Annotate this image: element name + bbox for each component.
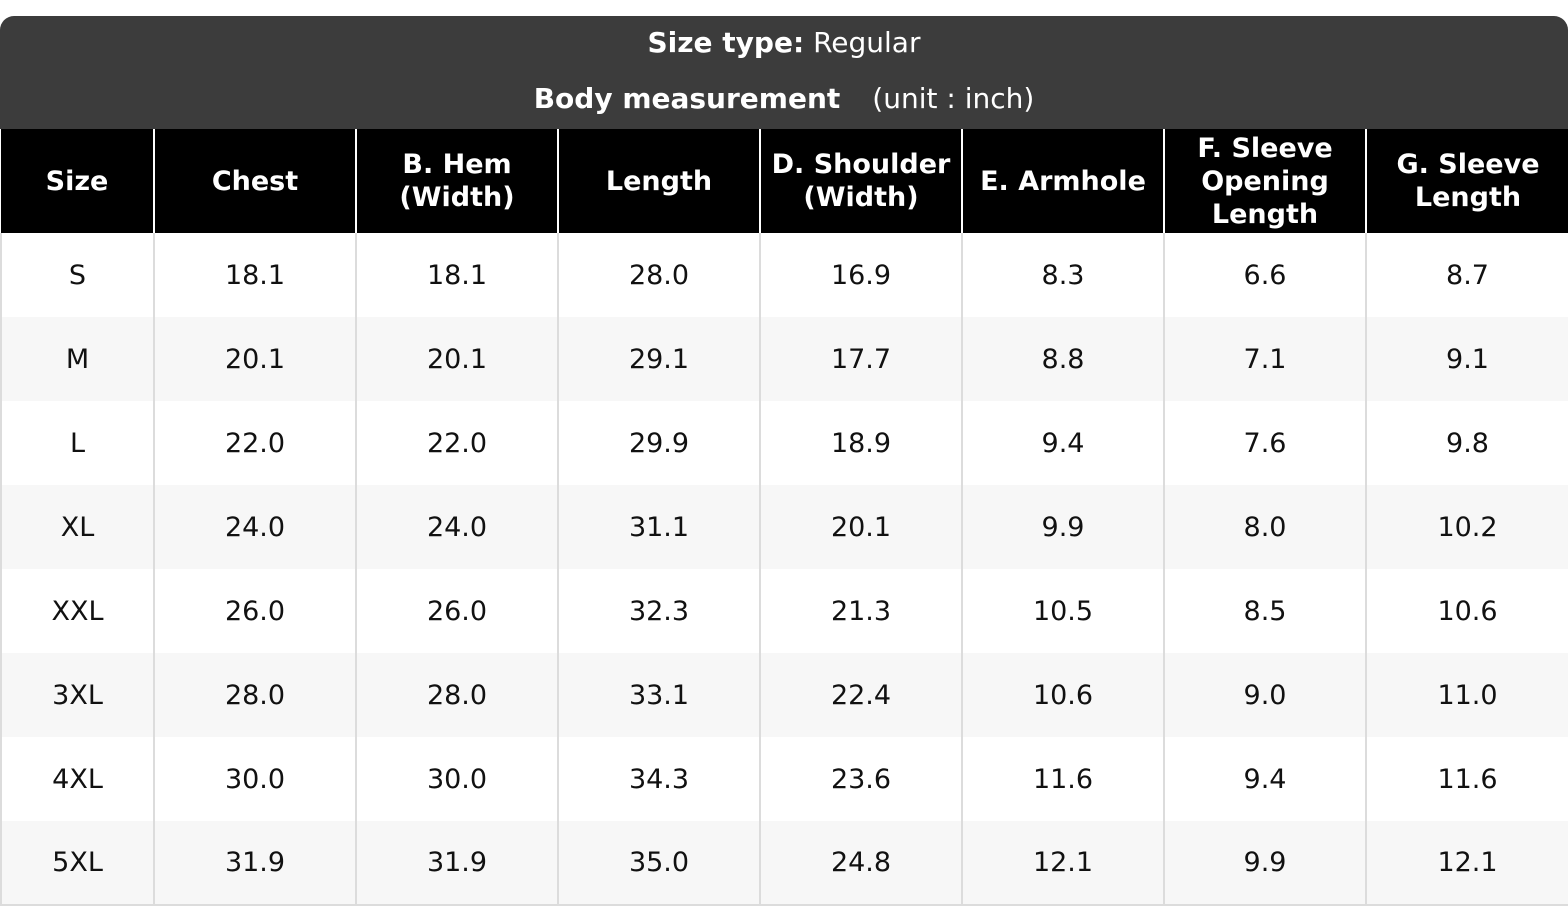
measurement-cell: 10.5 (961, 569, 1164, 653)
measurement-cell: 35.0 (557, 821, 760, 906)
size-type-line: Size type: Regular (0, 26, 1568, 60)
measurement-cell: 28.0 (355, 653, 558, 737)
measurement-cell: 11.6 (961, 737, 1164, 821)
size-cell: 4XL (0, 737, 154, 821)
size-table: Size Chest B. Hem (Width) Length D. Shoul… (0, 129, 1568, 906)
column-header-length: Length (557, 129, 760, 233)
measurement-cell: 28.0 (557, 233, 760, 317)
table-row: M 20.1 20.1 29.1 17.7 8.8 7.1 9.1 (0, 317, 1568, 401)
measurement-cell: 18.1 (355, 233, 558, 317)
measurement-label: Body measurement (533, 82, 841, 115)
measurement-cell: 34.3 (557, 737, 760, 821)
measurement-cell: 24.8 (759, 821, 962, 906)
measurement-cell: 29.9 (557, 401, 760, 485)
measurement-cell: 7.6 (1163, 401, 1366, 485)
measurement-cell: 30.0 (153, 737, 356, 821)
measurement-cell: 10.2 (1365, 485, 1568, 569)
measurement-cell: 22.0 (153, 401, 356, 485)
column-header-size: Size (1, 129, 154, 233)
measurement-cell: 6.6 (1163, 233, 1366, 317)
measurement-cell: 8.5 (1163, 569, 1366, 653)
measurement-cell: 9.1 (1365, 317, 1568, 401)
table-row: 3XL 28.0 28.0 33.1 22.4 10.6 9.0 11.0 (0, 653, 1568, 737)
measurement-cell: 11.0 (1365, 653, 1568, 737)
table-row: 5XL 31.9 31.9 35.0 24.8 12.1 9.9 12.1 (0, 821, 1568, 906)
table-row: XL 24.0 24.0 31.1 20.1 9.9 8.0 10.2 (0, 485, 1568, 569)
measurement-cell: 26.0 (153, 569, 356, 653)
measurement-cell: 20.1 (759, 485, 962, 569)
measurement-cell: 9.4 (961, 401, 1164, 485)
size-cell: 3XL (0, 653, 154, 737)
size-cell: S (0, 233, 154, 317)
measurement-cell: 24.0 (153, 485, 356, 569)
measurement-cell: 9.9 (961, 485, 1164, 569)
measurement-cell: 16.9 (759, 233, 962, 317)
table-row: L 22.0 22.0 29.9 18.9 9.4 7.6 9.8 (0, 401, 1568, 485)
measurement-cell: 7.1 (1163, 317, 1366, 401)
size-cell: M (0, 317, 154, 401)
measurement-cell: 11.6 (1365, 737, 1568, 821)
measurement-line: Body measurement (unit : inch) (0, 82, 1568, 116)
size-cell: XXL (0, 569, 154, 653)
measurement-cell: 9.4 (1163, 737, 1366, 821)
measurement-cell: 29.1 (557, 317, 760, 401)
size-type-label: Size type: (647, 26, 805, 59)
table-body: S 18.1 18.1 28.0 16.9 8.3 6.6 8.7 M 20.1 20.1 29.1 1… (0, 233, 1568, 906)
measurement-cell: 8.8 (961, 317, 1164, 401)
measurement-cell: 8.0 (1163, 485, 1366, 569)
size-cell: XL (0, 485, 154, 569)
measurement-cell: 20.1 (153, 317, 356, 401)
measurement-cell: 23.6 (759, 737, 962, 821)
measurement-cell: 9.0 (1163, 653, 1366, 737)
measurement-cell: 32.3 (557, 569, 760, 653)
measurement-cell: 10.6 (1365, 569, 1568, 653)
measurement-cell: 20.1 (355, 317, 558, 401)
measurement-cell: 22.4 (759, 653, 962, 737)
measurement-cell: 18.9 (759, 401, 962, 485)
column-header-chest: Chest (153, 129, 356, 233)
column-header-hem-width: B. Hem (Width) (355, 129, 558, 233)
measurement-cell: 33.1 (557, 653, 760, 737)
measurement-cell: 8.7 (1365, 233, 1568, 317)
table-row: 4XL 30.0 30.0 34.3 23.6 11.6 9.4 11.6 (0, 737, 1568, 821)
measurement-cell: 17.7 (759, 317, 962, 401)
measurement-cell: 10.6 (961, 653, 1164, 737)
measurement-cell: 12.1 (961, 821, 1164, 906)
measurement-cell: 22.0 (355, 401, 558, 485)
column-header-shoulder-width: D. Shoulder (Width) (759, 129, 962, 233)
size-chart-banner: Size type: Regular Body measurement (unit… (0, 16, 1568, 129)
measurement-cell: 12.1 (1365, 821, 1568, 906)
measurement-cell: 31.9 (153, 821, 356, 906)
measurement-cell: 9.9 (1163, 821, 1366, 906)
size-cell: 5XL (0, 821, 154, 906)
size-type-value: Regular (813, 26, 921, 59)
measurement-cell: 30.0 (355, 737, 558, 821)
table-row: XXL 26.0 26.0 32.3 21.3 10.5 8.5 10.6 (0, 569, 1568, 653)
measurement-cell: 28.0 (153, 653, 356, 737)
unit-label: (unit : inch) (872, 82, 1035, 115)
measurement-cell: 24.0 (355, 485, 558, 569)
table-header-row: Size Chest B. Hem (Width) Length D. Shoul… (1, 129, 1568, 233)
table-row: S 18.1 18.1 28.0 16.9 8.3 6.6 8.7 (0, 233, 1568, 317)
size-cell: L (0, 401, 154, 485)
column-header-armhole: E. Armhole (961, 129, 1164, 233)
measurement-cell: 31.9 (355, 821, 558, 906)
measurement-cell: 31.1 (557, 485, 760, 569)
size-chart-card: Size type: Regular Body measurement (unit… (0, 16, 1568, 907)
measurement-cell: 21.3 (759, 569, 962, 653)
measurement-cell: 18.1 (153, 233, 356, 317)
measurement-cell: 26.0 (355, 569, 558, 653)
column-header-sleeve-opening-length: F. Sleeve Opening Length (1163, 129, 1366, 233)
measurement-cell: 8.3 (961, 233, 1164, 317)
column-header-sleeve-length: G. Sleeve Length (1365, 129, 1568, 233)
measurement-cell: 9.8 (1365, 401, 1568, 485)
